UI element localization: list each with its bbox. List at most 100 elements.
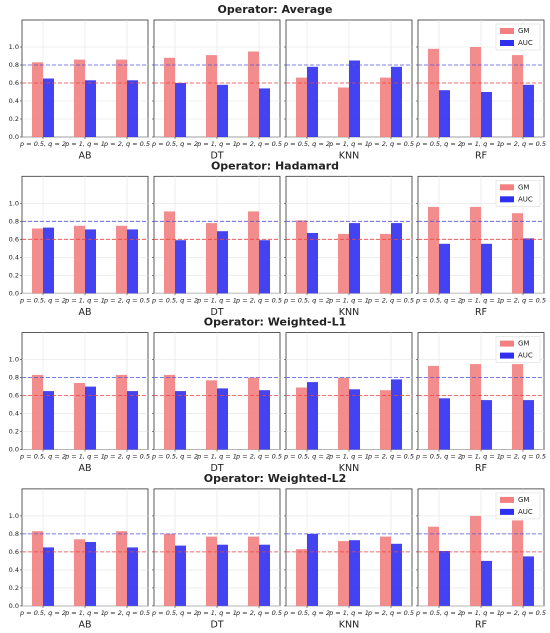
bar bbox=[116, 59, 127, 137]
bar bbox=[481, 243, 492, 294]
bar bbox=[85, 229, 96, 294]
y-tick-label: 0.6 bbox=[9, 392, 19, 400]
x-axis-label: DT bbox=[210, 463, 223, 474]
bar bbox=[523, 238, 534, 294]
bar bbox=[175, 240, 186, 294]
x-tick-label: p = 0.5, q = 2 bbox=[415, 296, 462, 304]
x-tick-label: p = 1, q = 1 bbox=[64, 453, 105, 461]
bar bbox=[206, 223, 217, 294]
y-tick-label: 0.6 bbox=[9, 235, 19, 243]
x-axis-label: AB bbox=[78, 463, 91, 474]
y-tick-label: 0.0 bbox=[9, 446, 19, 454]
x-tick-label: p = 0.5, q = 2 bbox=[283, 296, 330, 304]
bar bbox=[127, 391, 138, 450]
x-tick-label: p = 1, q = 1 bbox=[328, 609, 369, 617]
legend-swatch bbox=[500, 184, 514, 191]
legend-swatch bbox=[500, 340, 514, 347]
x-tick-label: p = 1, q = 1 bbox=[196, 140, 237, 148]
bar bbox=[428, 365, 439, 450]
x-tick-label: p = 2, q = 0.5 bbox=[235, 453, 282, 461]
x-tick-label: p = 2, q = 0.5 bbox=[367, 609, 414, 617]
legend-label: AUC bbox=[518, 352, 533, 360]
bar bbox=[206, 380, 217, 450]
x-tick-label: p = 1, q = 1 bbox=[460, 609, 501, 617]
y-tick-label: 1.0 bbox=[9, 199, 19, 207]
x-tick-label: p = 0.5, q = 2 bbox=[19, 140, 66, 148]
legend-swatch bbox=[500, 40, 514, 46]
legend-label: GM bbox=[518, 183, 529, 191]
x-tick-label: p = 2, q = 0.5 bbox=[499, 140, 546, 148]
bar bbox=[32, 531, 43, 606]
legend-label: AUC bbox=[518, 39, 533, 47]
bar bbox=[523, 400, 534, 450]
row-title: Operator: Weighted-L1 bbox=[204, 316, 347, 329]
bar bbox=[217, 231, 228, 294]
x-tick-label: p = 0.5, q = 2 bbox=[151, 609, 198, 617]
x-tick-label: p = 2, q = 0.5 bbox=[235, 609, 282, 617]
bar bbox=[512, 213, 523, 294]
bar bbox=[512, 520, 523, 606]
bar bbox=[338, 233, 349, 294]
bar bbox=[439, 398, 450, 450]
y-tick-label: 0.8 bbox=[9, 217, 19, 225]
x-axis-label: KNN bbox=[339, 619, 359, 630]
x-tick-label: p = 2, q = 0.5 bbox=[367, 296, 414, 304]
bar bbox=[74, 225, 85, 294]
legend-label: GM bbox=[518, 27, 529, 35]
y-tick-label: 1.0 bbox=[9, 356, 19, 364]
bar bbox=[259, 390, 270, 450]
bar bbox=[217, 388, 228, 450]
x-tick-label: p = 1, q = 1 bbox=[460, 296, 501, 304]
x-tick-label: p = 2, q = 0.5 bbox=[103, 453, 150, 461]
bar bbox=[127, 229, 138, 294]
y-tick-label: 1.0 bbox=[9, 43, 19, 51]
x-tick-label: p = 1, q = 1 bbox=[64, 140, 105, 148]
bar bbox=[164, 57, 175, 137]
bar bbox=[248, 211, 259, 294]
bar bbox=[217, 84, 228, 137]
bar bbox=[164, 374, 175, 450]
legend-swatch bbox=[500, 508, 514, 515]
row-title: Operator: Weighted-L2 bbox=[204, 472, 347, 485]
x-tick-label: p = 2, q = 0.5 bbox=[367, 453, 414, 461]
x-tick-label: p = 0.5, q = 2 bbox=[415, 453, 462, 461]
bar bbox=[43, 391, 54, 450]
bar bbox=[116, 531, 127, 606]
bar bbox=[74, 59, 85, 137]
x-tick-label: p = 2, q = 0.5 bbox=[235, 296, 282, 304]
legend-swatch bbox=[500, 28, 514, 34]
bar bbox=[391, 379, 402, 450]
x-tick-label: p = 2, q = 0.5 bbox=[499, 296, 546, 304]
y-tick-label: 0.4 bbox=[9, 253, 19, 261]
bar bbox=[259, 240, 270, 294]
y-tick-label: 0.6 bbox=[9, 79, 19, 87]
x-tick-label: p = 1, q = 1 bbox=[328, 140, 369, 148]
x-tick-label: p = 2, q = 0.5 bbox=[103, 140, 150, 148]
bar bbox=[307, 382, 318, 450]
bar bbox=[127, 80, 138, 137]
bar bbox=[296, 220, 307, 294]
legend-label: GM bbox=[518, 340, 529, 348]
x-axis-label: RF bbox=[475, 307, 487, 318]
x-tick-label: p = 0.5, q = 2 bbox=[19, 453, 66, 461]
bar bbox=[85, 386, 96, 450]
bar bbox=[512, 364, 523, 450]
bar bbox=[349, 60, 360, 137]
bar bbox=[74, 539, 85, 606]
x-tick-label: p = 2, q = 0.5 bbox=[103, 609, 150, 617]
bar bbox=[481, 92, 492, 137]
x-tick-label: p = 1, q = 1 bbox=[328, 453, 369, 461]
bar bbox=[428, 206, 439, 294]
bar bbox=[481, 560, 492, 606]
x-tick-label: p = 0.5, q = 2 bbox=[19, 609, 66, 617]
y-tick-label: 0.6 bbox=[9, 548, 19, 556]
bar bbox=[43, 78, 54, 137]
y-tick-label: 1.0 bbox=[9, 512, 19, 520]
bar bbox=[307, 66, 318, 137]
bar bbox=[248, 536, 259, 606]
bar bbox=[338, 87, 349, 137]
bar bbox=[259, 544, 270, 606]
bar bbox=[470, 47, 481, 137]
bar bbox=[307, 533, 318, 606]
bar bbox=[439, 551, 450, 606]
